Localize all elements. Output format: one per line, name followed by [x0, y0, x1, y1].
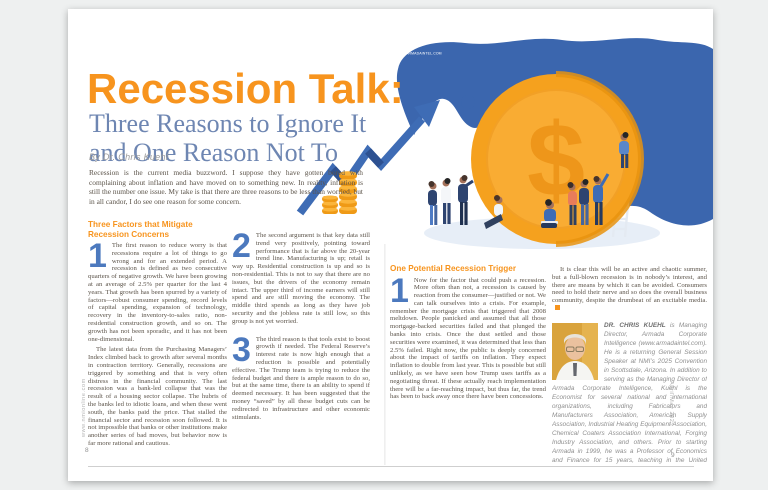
dropcap-1: 1: [88, 237, 107, 275]
dollar-sign: $: [527, 103, 585, 219]
person-figure: [619, 132, 629, 168]
section1-heading-line1: Three Factors that Mitigate: [88, 220, 193, 229]
point2-text: The second argument is that key data sti…: [232, 232, 370, 325]
right-page-column1: One Potential Recession Trigger 1 Now for…: [390, 264, 546, 464]
intro-paragraph: Recession is the current media buzzword.…: [89, 168, 363, 206]
bio-text: is Managing Director, Armada Corporate I…: [552, 321, 707, 464]
footer-rule: [88, 466, 694, 467]
point3-paragraph: 3 The third reason is that tools exist to…: [232, 330, 370, 422]
magazine-spread: $: [68, 9, 713, 481]
author-photo: [552, 322, 598, 380]
trigger-paragraph: 1 Now for the factor that could push a re…: [390, 271, 546, 402]
issue-date-vertical: April/May 2025: [668, 381, 674, 427]
middle-column: 2 The second argument is that key data st…: [232, 232, 370, 460]
page-number-right: 9: [671, 452, 675, 459]
article-end-mark: [555, 304, 560, 310]
blob-shape: [396, 38, 713, 230]
wave-shape: [384, 98, 713, 243]
ground-shadow: [424, 217, 660, 249]
section-kicker: WWW.ARMADAINTEL.COM: [395, 52, 442, 56]
bio-name: DR. CHRIS KUEHL: [604, 321, 666, 329]
author-bio: DR. CHRIS KUEHL is Managing Director, Ar…: [552, 321, 707, 464]
right-page-column2: It is clear this will be an active and c…: [552, 266, 707, 464]
article-title: Recession Talk:: [87, 65, 404, 112]
section1-heading: Three Factors that Mitigate Recession Co…: [88, 220, 227, 239]
left-column: Three Factors that Mitigate Recession Co…: [88, 220, 227, 460]
dropcap-2: 2: [232, 232, 251, 265]
article-subtitle: Three Reasons to Ignore It and One Reaso…: [89, 109, 366, 167]
page-number-left: 8: [85, 447, 89, 454]
trigger-text: Now for the factor that could push a rec…: [390, 276, 546, 401]
subtitle-line-2: and One Reason Not To: [89, 138, 338, 167]
dropcap-trigger: 1: [390, 271, 409, 310]
person-figure: [484, 195, 503, 229]
person-figure: [567, 173, 610, 225]
subtitle-line-1: Three Reasons to Ignore It: [89, 109, 367, 138]
point3-text: The third reason is that tools exist to …: [232, 335, 370, 421]
section1-heading-line2: Recession Concerns: [88, 229, 169, 239]
magazine-url-vertical: www.nmionline.com: [81, 378, 87, 437]
section2-heading: One Potential Recession Trigger: [390, 264, 517, 273]
point1-paragraph: 1 The first reason to reduce worry is tha…: [88, 237, 227, 343]
ladder-icon: [611, 148, 635, 238]
point1-paragraph2: The latest data from the Purchasing Mana…: [88, 346, 227, 447]
dot-accent: [461, 95, 475, 109]
person-figure: [428, 175, 474, 225]
point2-paragraph: 2 The second argument is that key data st…: [232, 232, 370, 326]
byline: By Dr. Chris Kuehl: [89, 152, 169, 162]
closing-text: It is clear this will be an active and c…: [552, 266, 707, 305]
person-figure: [541, 199, 558, 228]
coin-icon: $: [471, 71, 644, 247]
dropcap-3: 3: [232, 330, 251, 369]
page-fold: [384, 244, 386, 465]
point1-text: The first reason to reduce worry is that…: [88, 242, 227, 343]
closing-paragraph: It is clear this will be an active and c…: [552, 266, 707, 313]
